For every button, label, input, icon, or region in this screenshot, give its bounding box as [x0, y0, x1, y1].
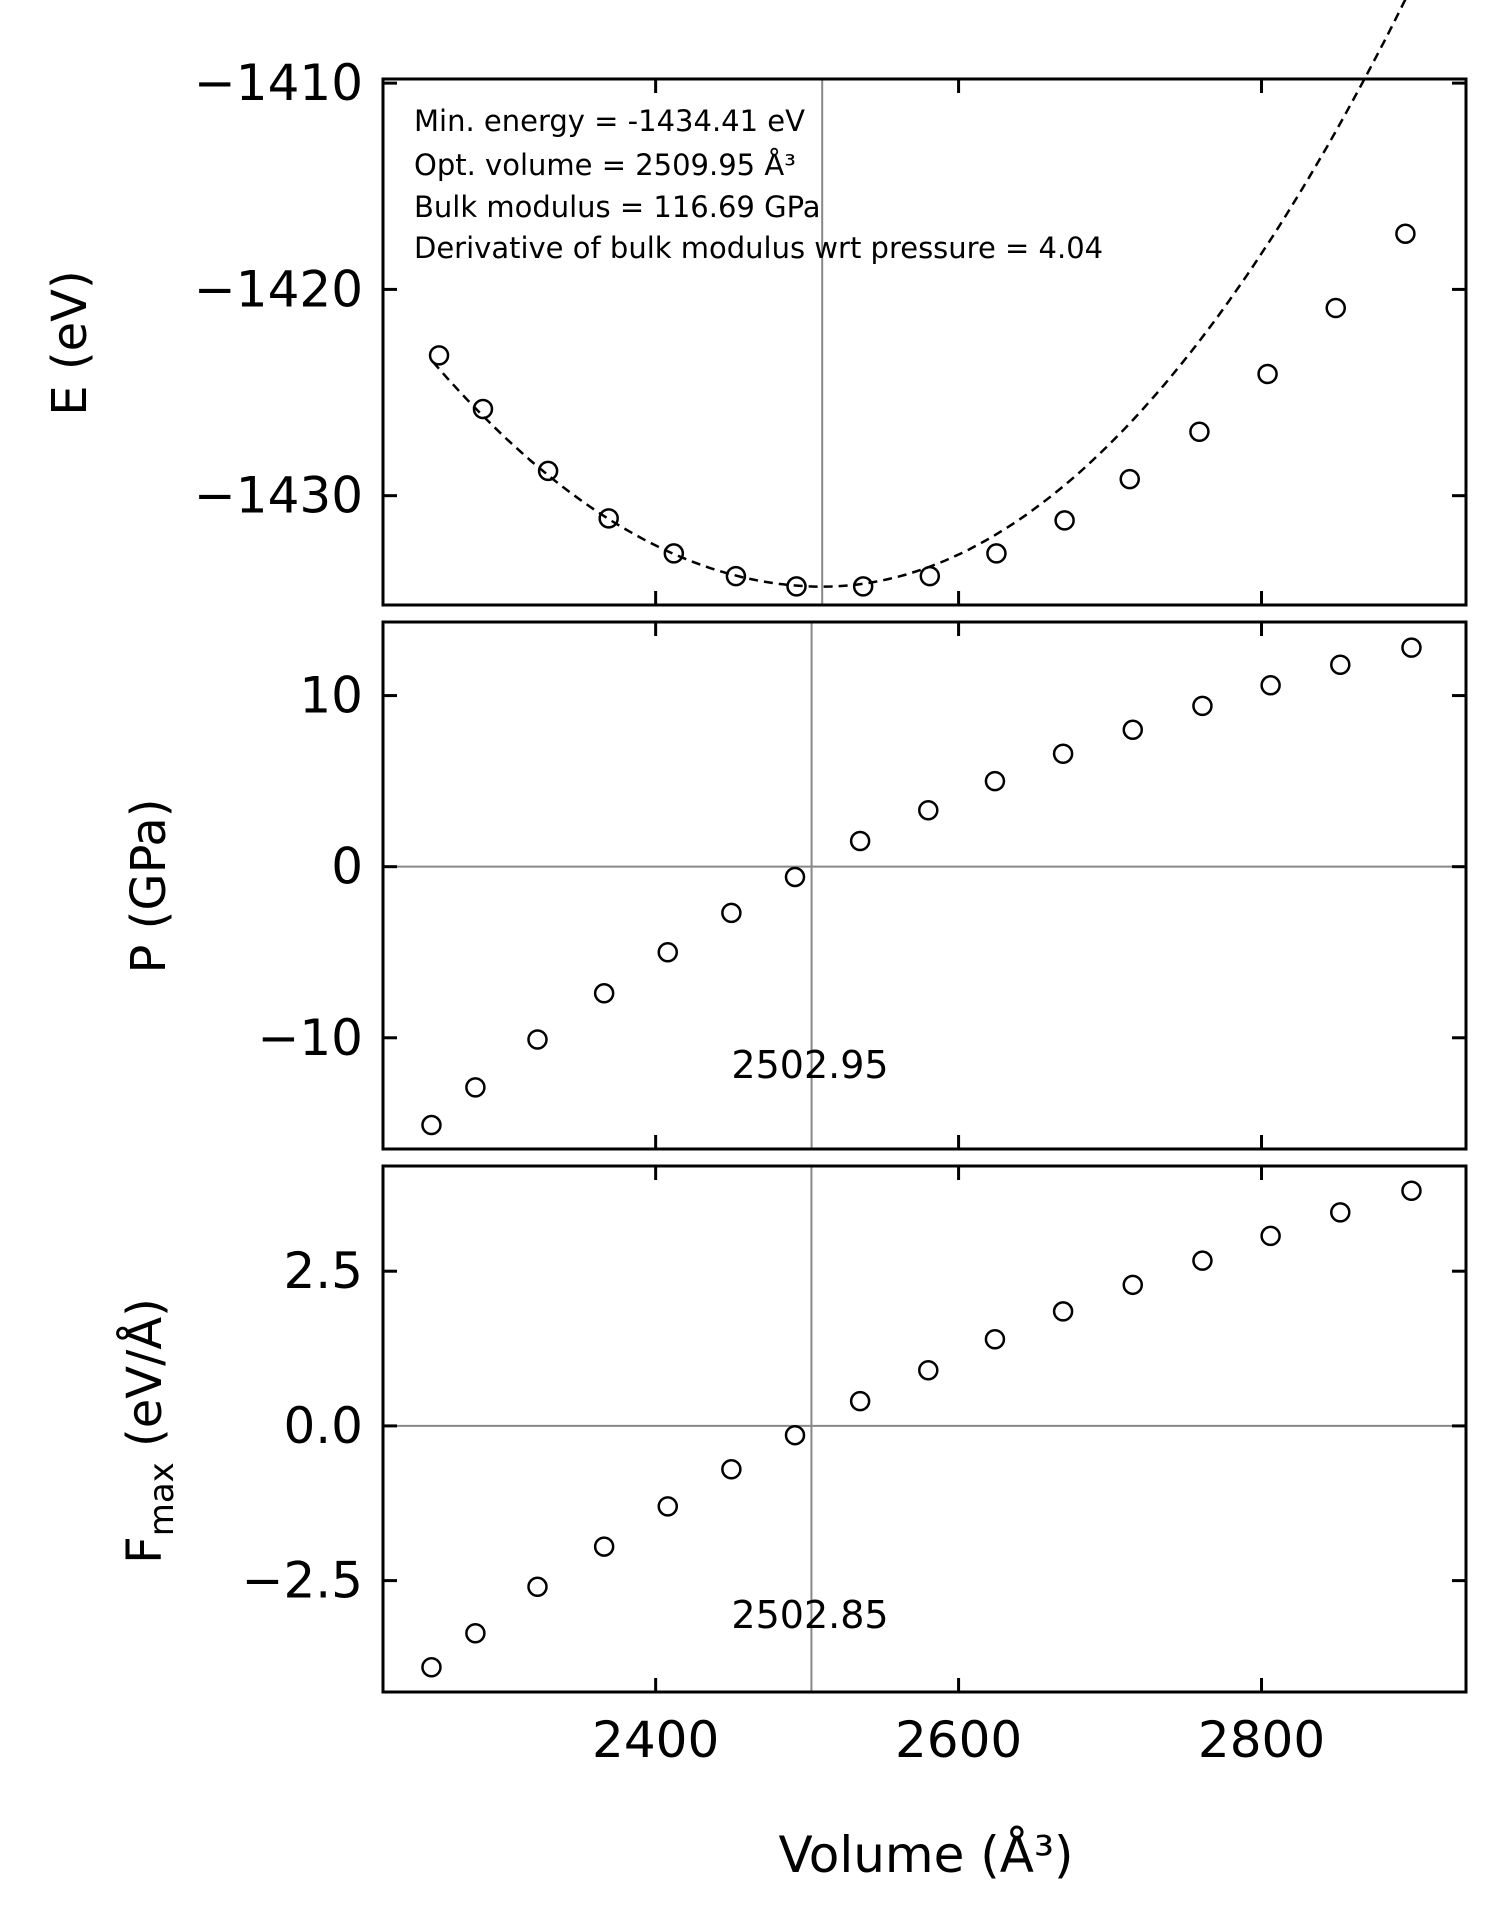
- force-ylabel-units: (eV/Å): [116, 1298, 173, 1462]
- pressure-point: [593, 983, 615, 1004]
- pressure-point: [1122, 719, 1144, 741]
- force-point: [1260, 1225, 1281, 1247]
- energy-ylabel: E (eV): [42, 270, 98, 415]
- energy-point: [725, 565, 747, 587]
- force-point: [527, 1576, 548, 1598]
- pressure-point: [527, 1029, 548, 1050]
- force-panel: 2.5 0.0 −2.5 2400 2600 2800 2502.85 Fmax (eV…: [116, 1164, 1468, 1884]
- force-point: [1401, 1180, 1422, 1202]
- pressure-point: [784, 866, 806, 888]
- pressure-point: [721, 902, 742, 924]
- energy-point: [472, 398, 494, 420]
- energy-point: [852, 576, 874, 597]
- force-point: [784, 1424, 806, 1446]
- energy-point: [786, 576, 807, 597]
- force-ylabel-sub: max: [142, 1462, 182, 1536]
- energy-fit-curve: [432, 0, 1407, 588]
- force-axes-frame: [381, 1164, 1468, 1694]
- annotation-bulk-derivative: Derivative of bulk modulus wrt pressure …: [414, 231, 1103, 265]
- energy-point: [598, 508, 619, 529]
- force-point: [849, 1390, 871, 1412]
- pressure-ytick-labels: 10 0 −10: [257, 667, 363, 1067]
- energy-point: [1395, 223, 1416, 244]
- pressure-point: [1052, 743, 1074, 764]
- force-ylabel-main: F: [117, 1536, 173, 1564]
- force-ytick-label: 0.0: [283, 1397, 363, 1455]
- force-xtick-label: 2600: [895, 1711, 1022, 1769]
- force-point: [918, 1359, 939, 1381]
- force-xtick-label: 2800: [1198, 1711, 1325, 1769]
- annotation-opt-volume: Opt. volume = 2509.95 Å³: [414, 148, 796, 182]
- energy-ytick-label: −1420: [194, 260, 363, 318]
- annotation-bulk-modulus: Bulk modulus = 116.69 GPa: [414, 190, 821, 224]
- force-point: [465, 1622, 486, 1644]
- energy-point: [1119, 468, 1140, 490]
- pressure-crossing-label: 2502.95: [731, 1043, 888, 1087]
- pressure-ytick-label: −10: [257, 1009, 363, 1067]
- pressure-ticks: [383, 622, 1466, 1149]
- force-point: [421, 1656, 442, 1678]
- fit-annotations: Min. energy = -1434.41 eV Opt. volume = …: [414, 104, 1103, 265]
- annotation-min-energy: Min. energy = -1434.41 eV: [414, 104, 805, 138]
- energy-panel: −1410 −1420 −1430 E (eV) Min. energy = -14…: [42, 0, 1468, 607]
- energy-point: [1054, 510, 1075, 531]
- energy-point: [428, 345, 450, 366]
- force-point: [1122, 1274, 1144, 1296]
- energy-ytick-label: −1410: [194, 54, 363, 112]
- pressure-point: [1260, 675, 1281, 696]
- energy-point: [1189, 421, 1210, 442]
- energy-ticks: [383, 79, 1466, 605]
- pressure-point: [465, 1077, 486, 1098]
- force-points: [421, 1180, 1422, 1678]
- pressure-ylabel: P (GPa): [121, 798, 177, 973]
- energy-ytick-label: −1430: [194, 467, 363, 525]
- force-point: [657, 1496, 679, 1517]
- force-point: [1052, 1301, 1074, 1322]
- energy-point: [986, 543, 1007, 564]
- force-ticks: [383, 1166, 1466, 1692]
- force-xtick-label: 2400: [592, 1711, 719, 1769]
- pressure-point: [849, 830, 871, 852]
- energy-point: [919, 565, 941, 587]
- pressure-point: [1401, 637, 1422, 658]
- force-point: [1330, 1202, 1351, 1223]
- energy-axes-frame: [381, 77, 1468, 607]
- energy-point: [1325, 297, 1346, 319]
- force-ytick-label: 2.5: [283, 1242, 363, 1300]
- pressure-axes-frame: [381, 620, 1468, 1151]
- energy-ytick-labels: −1410 −1420 −1430: [194, 54, 363, 525]
- pressure-point: [918, 799, 939, 821]
- pressure-points: [421, 637, 1422, 1136]
- pressure-point: [1192, 695, 1213, 717]
- pressure-ytick-label: 0: [331, 838, 363, 896]
- force-point: [593, 1536, 615, 1557]
- force-point: [721, 1458, 742, 1480]
- pressure-point: [657, 941, 679, 963]
- force-point: [1192, 1250, 1213, 1271]
- force-ytick-labels: 2.5 0.0 −2.5: [242, 1242, 363, 1609]
- pressure-panel: 10 0 −10 2502.95 P (GPa): [121, 620, 1468, 1151]
- force-point: [984, 1329, 1006, 1350]
- force-crossing-label: 2502.85: [731, 1593, 888, 1637]
- pressure-point: [421, 1114, 442, 1136]
- force-ylabel: Fmax (eV/Å): [116, 1298, 182, 1564]
- energy-point: [663, 543, 685, 564]
- energy-point: [1257, 363, 1278, 385]
- force-ytick-label: −2.5: [242, 1552, 363, 1610]
- x-axis-label: Volume (Å³): [778, 1826, 1073, 1884]
- pressure-ytick-label: 10: [299, 667, 363, 725]
- energy-point: [537, 460, 559, 482]
- pressure-point: [1330, 654, 1351, 676]
- pressure-point: [984, 770, 1006, 792]
- energy-points: [428, 223, 1416, 597]
- force-xtick-labels: 2400 2600 2800: [592, 1711, 1325, 1769]
